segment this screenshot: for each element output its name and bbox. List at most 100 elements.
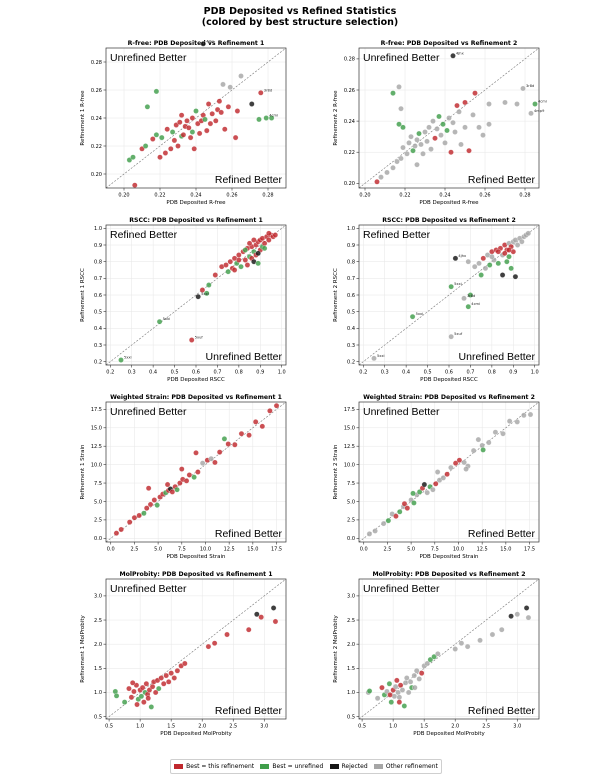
chart-molprobity-refinement-2: MolProbity: PDB Deposited vs Refinement … [333,571,540,737]
data-point-refined [374,179,380,185]
data-point-refined [168,670,174,676]
data-point-unrefined [480,447,486,453]
y-tick-label: 17.5 [344,407,355,413]
data-point-unrefined [142,143,149,149]
data-point-refined [418,670,425,676]
data-point-refined [139,684,146,691]
point-annotation: 4cmi [538,100,547,104]
data-point-other [406,140,412,146]
data-point-other [424,489,430,496]
data-point-other [398,105,404,112]
data-point-refined [164,481,171,488]
data-point-refined [261,240,268,247]
data-point-unrefined [465,303,472,310]
data-point-refined [191,146,197,152]
y-tick-label: 0.20 [344,181,355,187]
data-point-other [424,660,431,667]
x-tick-label: 2.5 [383,547,391,553]
x-tick-label: 0.8 [235,370,243,376]
legend-swatch-refined [174,764,184,769]
data-point-refined [222,126,228,132]
data-point-other [452,646,458,652]
data-point-other [392,683,399,690]
data-point-unrefined [495,260,502,267]
x-axis-label: PDB Deposited R-free [419,200,479,206]
identity-line [105,47,287,189]
chart-rfree-refinement-2: R-free: PDB Deposited vs Refinement 2 0.2… [333,40,547,206]
region-label: Refined Better [468,174,536,186]
chart-title: R-free: PDB Deposited vs Refinement 2 [381,40,518,47]
data-point-refined [462,99,468,106]
axes-frame [358,47,540,189]
data-point-other [374,695,381,701]
data-point-unrefined [388,699,395,705]
x-tick-label: 5.0 [154,547,162,553]
y-tick-label: 0.24 [344,119,355,125]
point-annotation: 5xxi [454,282,462,286]
identity-line [105,578,287,720]
data-points [366,411,534,537]
data-point-refined [379,684,385,691]
data-point-other [456,109,462,115]
axes-frame [105,47,287,189]
x-axis-label: PDB Deposited MolProbity [413,731,485,737]
data-point-unrefined [385,517,392,524]
data-point-refined [207,120,214,127]
data-point-other [521,412,527,419]
x-tick-label: 3.0 [260,724,268,730]
data-point-other [199,460,206,466]
data-point-refined [179,466,185,472]
data-point-refined [495,248,502,255]
legend-label-unrefined: Best = unrefined [272,763,324,770]
data-point-refined [225,104,232,110]
data-point-refined [232,441,238,448]
data-point-other [470,112,476,118]
chart-title: R-free: PDB Deposited vs Refinement 1 [128,40,265,47]
data-point-other [380,520,387,527]
data-points [126,41,275,188]
data-point-other [416,676,422,682]
data-point-other [464,643,471,650]
data-point-other [477,637,483,644]
data-point-rejected [195,293,201,300]
data-point-refined [252,419,259,425]
data-point-unrefined [436,113,442,120]
data-point-rejected [523,605,530,611]
data-point-refined [216,98,223,104]
x-tick-label: 1.5 [420,724,428,730]
legend-label-rejected: Rejected [341,763,368,770]
y-axis-label: Refinement 1 MolProbity [80,615,86,683]
data-point-refined [149,683,156,690]
data-point-refined [150,136,156,142]
x-tick-label: 10.0 [453,547,464,553]
data-points [374,53,538,185]
point-annotation: 5xxi [377,354,385,358]
data-point-rejected [254,611,260,617]
data-point-unrefined [416,130,422,137]
x-tick-label: 17.5 [524,547,535,553]
x-tick-label: 0.20 [359,193,370,199]
data-point-refined [131,688,137,695]
data-point-refined [394,677,400,684]
legend-swatch-other [373,764,383,769]
data-point-other [440,475,447,481]
data-point-refined [227,258,234,265]
data-point-unrefined [130,154,136,160]
x-tick-label: 1.0 [278,370,286,376]
data-point-refined [246,432,252,438]
data-point-unrefined [396,509,403,515]
x-tick-label: 17.5 [271,547,282,553]
data-point-refined [175,143,181,149]
region-label: Refined Better [215,528,283,540]
x-tick-label: 0.3 [128,370,136,376]
point-annotation: 4jhx [458,254,467,258]
x-tick-label: 1.0 [389,724,397,730]
x-tick-label: 0.9 [256,370,264,376]
data-point-refined [480,255,487,262]
x-tick-label: 15.0 [500,547,511,553]
x-tick-label: 7.5 [178,547,186,553]
y-tick-label: 3.0 [94,594,102,600]
y-tick-label: 7.5 [347,481,355,487]
data-point-other [465,258,472,265]
y-tick-label: 1.0 [94,690,102,696]
